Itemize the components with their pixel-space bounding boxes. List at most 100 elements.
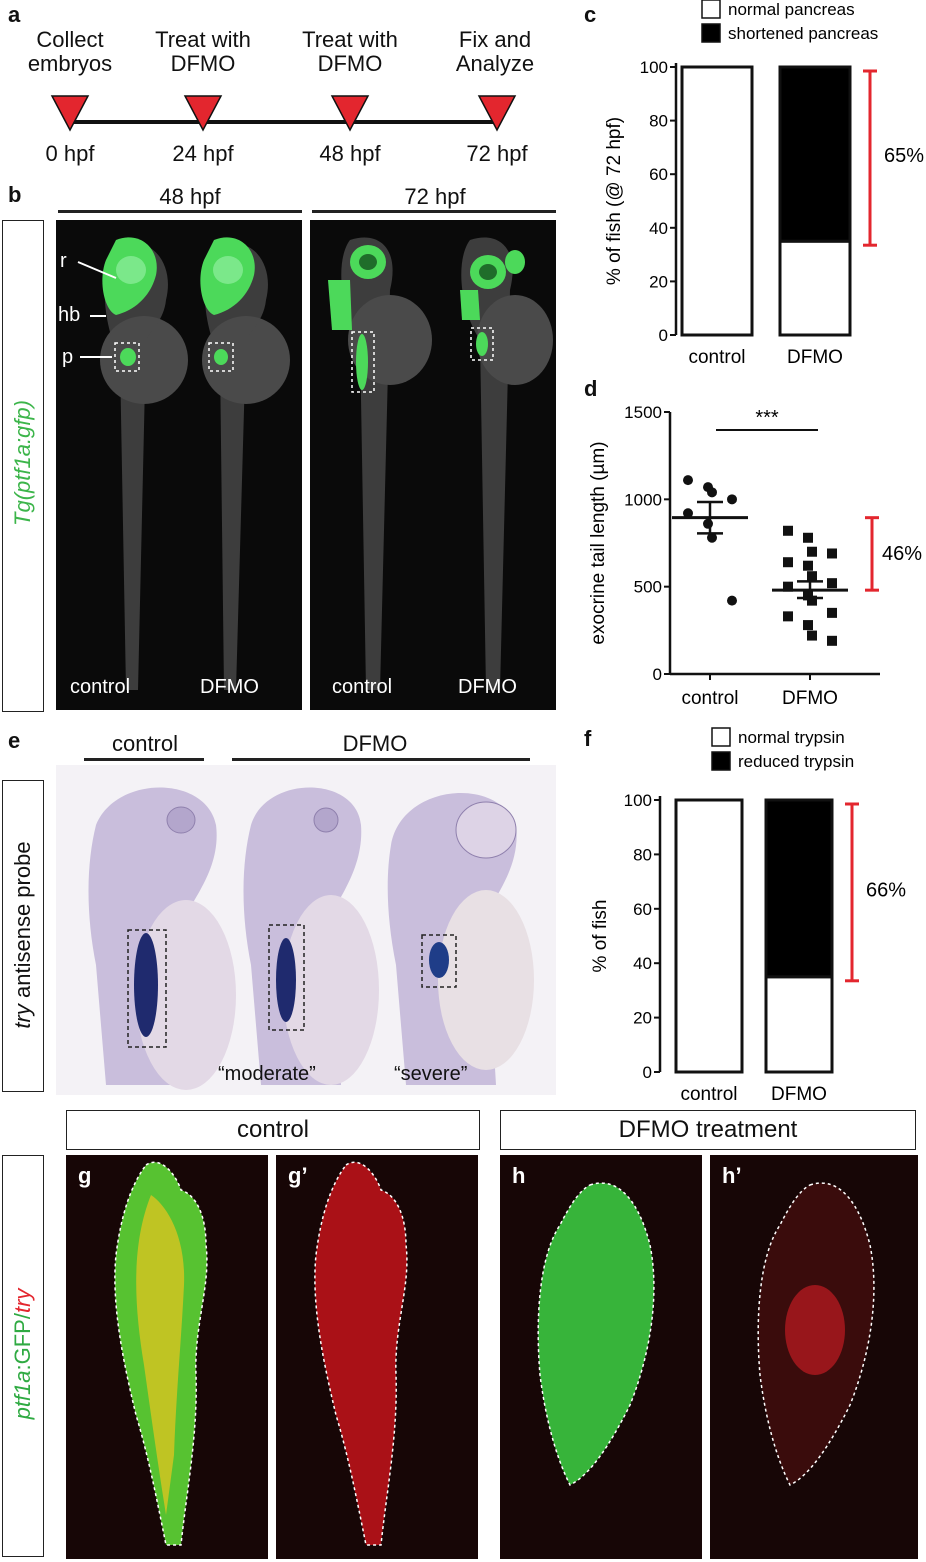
insitu-fish3-yolk: [438, 890, 534, 1070]
bar-dfmo-0: [778, 239, 852, 337]
panel-g-overlap: [136, 1195, 185, 1515]
insitu-fish2-eye: [313, 807, 339, 833]
panel-e-control-bracket: [84, 758, 204, 761]
timeline-marker-72: [477, 95, 517, 132]
legend-label-1: shortened pancreas: [728, 24, 878, 43]
point-dfmo-6: [807, 571, 817, 582]
label-r: r: [60, 250, 67, 272]
x-tick-label-dfmo: DFMO: [782, 688, 838, 709]
point-control-4: [683, 508, 693, 519]
timeline-marker-24: [183, 95, 223, 132]
legend-swatch-0: [701, 0, 721, 19]
panel-b-image-72hpf: control DFMO: [310, 220, 556, 710]
y-tick-label-20: 20: [649, 272, 668, 291]
fish-48hpf-drawing: [77, 237, 290, 690]
timeline-time-48: 48 hpf: [319, 141, 381, 166]
panel-label-e: e: [8, 728, 21, 753]
panel-e-severe-label: “severe”: [394, 1063, 468, 1085]
fish72-dfmo-pupil: [479, 264, 497, 280]
timeline-step-4-line2: Analyze: [455, 51, 535, 76]
point-dfmo-0: [783, 525, 793, 536]
panel-gh-side-label-gfp: :GFP/: [10, 1313, 35, 1371]
point-dfmo-14: [807, 630, 817, 641]
timeline-time-72: 72 hpf: [466, 141, 528, 166]
fish72-dfmo-gfp-ear: [505, 250, 525, 274]
panel-e-control-label: control: [111, 731, 179, 756]
panel-h-drawing: [537, 1182, 655, 1487]
panel-b-side-label: Tg(ptf1a:gfp): [10, 400, 35, 526]
legend-label-1: reduced trypsin: [738, 752, 854, 771]
panel-label-h-prime: h’: [722, 1163, 742, 1188]
panel-gh-control-header: control: [66, 1110, 480, 1150]
label-hb: hb: [58, 304, 81, 326]
point-dfmo-4: [783, 557, 793, 568]
insitu-fish1-yolk: [136, 900, 236, 1090]
timeline-step-1-line2: embryos: [27, 51, 113, 76]
arrow-r: [77, 261, 117, 279]
fish-control-gfp-pancreas: [120, 348, 136, 366]
panel-g-prime-image: g’: [276, 1155, 478, 1559]
timeline-step-1-line1: Collect: [36, 27, 104, 52]
insitu-fish3-eye: [455, 801, 517, 859]
panel-b-48-control-label: control: [70, 676, 131, 698]
fish72-control-pancreas-box: [351, 331, 375, 393]
y-tick-label-0: 0: [643, 1063, 652, 1082]
fish72-dfmo-body: [461, 237, 513, 690]
point-dfmo-2: [807, 546, 817, 557]
panel-gh-dfmo-header: DFMO treatment: [500, 1110, 916, 1150]
panel-b-bracket-72: [312, 210, 556, 213]
panel-b-time-72: 72 hpf: [404, 184, 466, 209]
point-dfmo-10: [807, 595, 817, 606]
timeline-step-3-line2: DFMO: [317, 51, 383, 76]
panel-e-dfmo-label: DFMO: [342, 731, 408, 756]
timeline-marker-48: [330, 95, 370, 132]
fish-control-eye: [116, 256, 146, 284]
point-dfmo-5: [803, 560, 813, 571]
panel-e-dfmo-bracket: [232, 758, 530, 761]
panel-e-side-label: try antisense probe: [10, 815, 35, 1055]
fish-72hpf-drawing: [328, 237, 553, 690]
legend-swatch-1: [701, 23, 721, 43]
y-tick-label-20: 20: [633, 1009, 652, 1028]
panel-b-48-dfmo-label: DFMO: [200, 676, 259, 698]
point-control-7: [727, 595, 737, 606]
legend-label-0: normal pancreas: [728, 0, 855, 19]
timeline-step-2-line2: DFMO: [170, 51, 236, 76]
panel-label-c: c: [584, 2, 597, 27]
point-dfmo-13: [803, 620, 813, 631]
point-control-3: [727, 494, 737, 505]
legend-swatch-0: [711, 727, 731, 747]
panel-label-b: b: [8, 182, 22, 207]
bar-control-0: [680, 65, 754, 337]
panel-h-prime-image: h’: [710, 1155, 918, 1559]
panel-gh-side-label-ptf1a: ptf1a: [10, 1370, 35, 1420]
legend-label-0: normal trypsin: [738, 728, 845, 747]
point-dfmo-11: [827, 607, 837, 618]
panel-b-72-dfmo-label: DFMO: [458, 676, 517, 698]
y-tick-label-80: 80: [649, 112, 668, 131]
label-p: p: [62, 346, 74, 368]
panel-e-image: “moderate” “severe”: [56, 765, 556, 1095]
timeline-time-0: 0 hpf: [45, 141, 95, 166]
panel-h-prime-outline: [757, 1182, 875, 1487]
panel-g-prime-signal: [314, 1162, 407, 1545]
y-tick-label-60: 60: [649, 165, 668, 184]
x-tick-label-control: control: [681, 688, 738, 709]
fish-dfmo-pancreas-box: [208, 342, 234, 372]
legend-swatch-1: [711, 751, 731, 771]
panel-b-72-control-label: control: [332, 676, 393, 698]
point-dfmo-3: [827, 548, 837, 559]
bar-dfmo-1: [764, 798, 834, 979]
y-axis-title: % of fish (@ 72 hpf): [604, 117, 625, 285]
fish72-dfmo-gfp-pancreas: [476, 332, 488, 356]
panel-label-f: f: [584, 726, 592, 751]
y-tick-label-40: 40: [649, 219, 668, 238]
y-tick-label-500: 500: [634, 578, 662, 597]
x-tick-label-dfmo: DFMO: [787, 347, 843, 368]
fish72-dfmo-gfp-hb: [460, 290, 480, 320]
panel-h-outline: [537, 1182, 655, 1487]
panel-gh-side-label-try: try: [10, 1288, 35, 1314]
insitu-fish3-pancreas: [429, 942, 449, 978]
fish-dfmo-eye: [213, 256, 243, 284]
timeline-step-3-label: Treat with DFMO: [280, 28, 420, 76]
